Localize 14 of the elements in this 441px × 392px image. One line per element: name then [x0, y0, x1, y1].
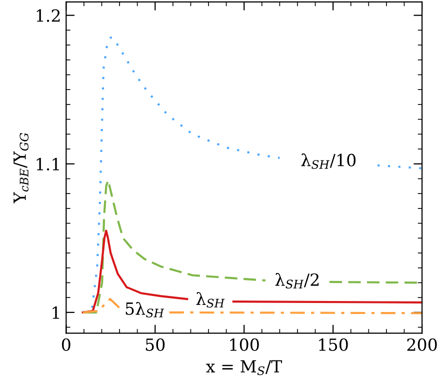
series-label: λ$_{SH}$/10: [301, 153, 356, 169]
x-tick-label: 150: [319, 338, 348, 351]
series-label: 5λ$_{SH}$: [126, 302, 164, 318]
y-tick-label: 1.2: [36, 9, 60, 22]
y-tick-label: 1.1: [36, 158, 59, 170]
x-tick-label: 50: [146, 338, 165, 351]
x-axis-title: x = M$_{S}$/T: [206, 360, 282, 376]
y-axis-title: Y$_{cBE}$/Y$_{GG}$: [14, 133, 29, 204]
x-tick-label: 200: [407, 338, 437, 351]
x-tick-label: 0: [62, 338, 70, 351]
series-label: λ$_{SH}$: [196, 292, 225, 308]
x-tick-label: 100: [230, 338, 259, 351]
y-tick-label: 1: [52, 306, 59, 319]
series-label: λ$_{SH}$/2: [275, 272, 319, 288]
